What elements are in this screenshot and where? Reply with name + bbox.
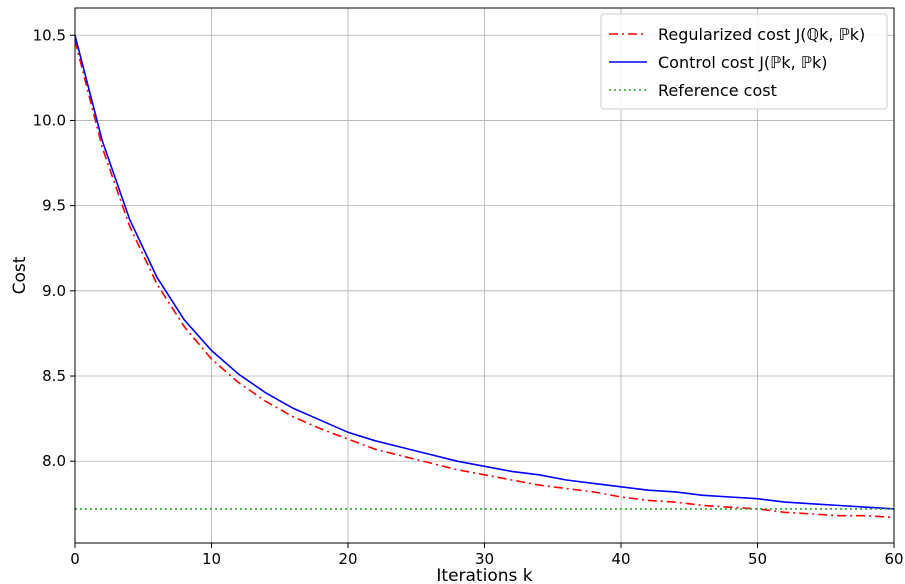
legend-label-reference-cost: Reference cost bbox=[658, 81, 777, 100]
x-tick-label: 40 bbox=[611, 550, 630, 568]
y-axis-label: Cost bbox=[10, 256, 30, 294]
x-axis-label: Iterations k bbox=[436, 566, 532, 584]
series-line-0 bbox=[74, 40, 895, 519]
legend: Regularized cost J(ℚk, ℙk) Control cost … bbox=[600, 13, 888, 110]
x-tick-label: 50 bbox=[748, 550, 767, 568]
y-tick-label: 9.0 bbox=[42, 282, 66, 300]
y-tick-label: 9.5 bbox=[42, 197, 66, 215]
legend-label-control-cost: Control cost J(ℙk, ℙk) bbox=[658, 53, 828, 72]
x-tick-label: 10 bbox=[202, 550, 221, 568]
series-lines bbox=[74, 35, 895, 519]
series-line-1 bbox=[74, 35, 895, 510]
x-tick-label: 60 bbox=[884, 550, 903, 568]
y-tick-label: 8.5 bbox=[42, 367, 66, 385]
x-tick-label: 20 bbox=[338, 550, 357, 568]
y-tick-label: 10.0 bbox=[33, 111, 66, 129]
y-tick-label: 10.5 bbox=[33, 26, 66, 44]
legend-label-regularized-cost: Regularized cost J(ℚk, ℙk) bbox=[658, 25, 865, 44]
legend-box bbox=[600, 13, 888, 110]
x-tick-label: 30 bbox=[475, 550, 494, 568]
x-tick-label: 0 bbox=[70, 550, 80, 568]
y-tick-label: 8.0 bbox=[42, 452, 66, 470]
axis-ticks: 0 10 20 30 40 50 60 8.0 8.5 9.0 9.5 10.0 10.5 bbox=[33, 26, 904, 568]
